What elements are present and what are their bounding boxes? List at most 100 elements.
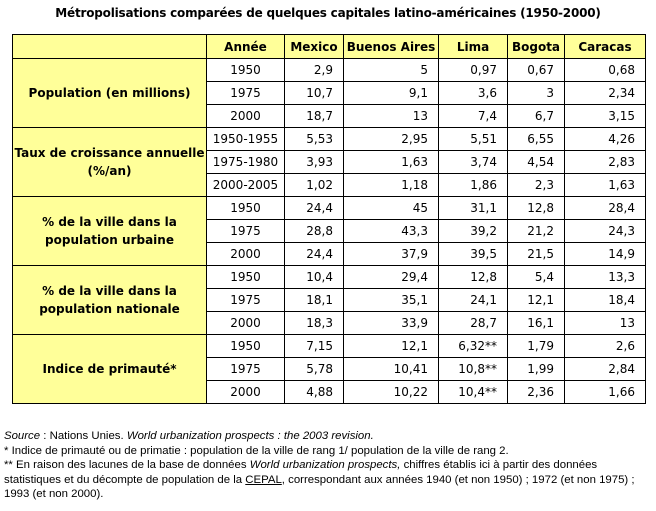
year-cell: 1975	[206, 81, 285, 105]
value-cell: 24,4	[284, 242, 344, 266]
header-cell: Mexico	[284, 34, 344, 59]
year-cell: 1975	[206, 357, 285, 381]
year-cell: 1950	[206, 58, 285, 82]
value-cell: 18,1	[284, 288, 344, 312]
value-cell: 12,8	[438, 265, 508, 289]
source-note: Source : Nations Unies. World urbanizati…	[4, 429, 654, 444]
table-row: 2000 4,88 10,22 10,4** 2,36 1,66	[13, 380, 646, 404]
value-cell: 4,88	[284, 380, 344, 404]
table-row: % de la ville dans la population urbaine…	[12, 196, 646, 266]
note2-c: , correspondant aux années 1940 (et non …	[4, 473, 635, 501]
value-cell: 1,63	[343, 150, 439, 174]
table-row: % de la ville dans la population nationa…	[12, 265, 646, 335]
header-cell: Lima	[438, 34, 508, 59]
value-cell: 18,7	[284, 104, 344, 128]
year-cell: 2000	[206, 380, 285, 404]
value-cell: 43,3	[343, 219, 439, 243]
year-cell: 1975	[206, 288, 285, 312]
source-title: World urbanization prospects : the 2003 …	[126, 430, 374, 442]
value-cell: 12,1	[343, 334, 439, 358]
value-cell: 6,55	[507, 127, 565, 151]
value-cell: 6,7	[507, 104, 565, 128]
value-cell: 1,79	[507, 334, 565, 358]
data-table: Année Mexico Buenos Aires Lima Bogota Ca…	[12, 34, 646, 404]
value-cell: 12,8	[507, 196, 565, 220]
table-body: Population (en millions) 1950 2,9 5 0,97 0,67…	[12, 58, 646, 404]
year-cell: 2000-2005	[206, 173, 285, 197]
value-cell: 10,41	[343, 357, 439, 381]
value-cell: 24,4	[284, 196, 344, 220]
header-cell: Caracas	[564, 34, 646, 59]
value-cell: 45	[343, 196, 439, 220]
note2-title: World urbanization prospects,	[249, 459, 401, 471]
value-cell: 14,9	[564, 242, 646, 266]
value-cell: 9,1	[343, 81, 439, 105]
value-cell: 39,5	[438, 242, 508, 266]
table-row: Population (en millions) 1950 2,9 5 0,97 0,67…	[12, 58, 646, 128]
value-cell: 2,34	[564, 81, 646, 105]
value-cell: 5	[343, 58, 439, 82]
value-cell: 35,1	[343, 288, 439, 312]
value-cell: 5,4	[507, 265, 565, 289]
value-cell: 10,4**	[438, 380, 508, 404]
year-cell: 1950	[206, 265, 285, 289]
value-cell: 28,4	[564, 196, 646, 220]
value-cell: 29,4	[343, 265, 439, 289]
value-cell: 0,97	[438, 58, 508, 82]
table-row: 1975 18,1 35,1 24,1 12,1 18,4	[13, 288, 646, 312]
value-cell: 7,4	[438, 104, 508, 128]
footnotes: Source : Nations Unies. World urbanizati…	[4, 429, 654, 502]
header-row: Année Mexico Buenos Aires Lima Bogota Ca…	[12, 34, 646, 59]
value-cell: 28,7	[438, 311, 508, 335]
value-cell: 1,66	[564, 380, 646, 404]
value-cell: 3	[507, 81, 565, 105]
value-cell: 4,26	[564, 127, 646, 151]
cepal-link[interactable]: CEPAL	[245, 473, 282, 486]
data-gap-note: ** En raison des lacunes de la base de d…	[4, 458, 654, 502]
value-cell: 7,15	[284, 334, 344, 358]
value-cell: 33,9	[343, 311, 439, 335]
value-cell: 2,6	[564, 334, 646, 358]
primacy-note: * Indice de primauté ou de primatie : po…	[4, 444, 509, 457]
value-cell: 37,9	[343, 242, 439, 266]
header-cell: Bogota	[507, 34, 565, 59]
value-cell: 21,5	[507, 242, 565, 266]
table-row: 2000 18,3 33,9 28,7 16,1 13	[13, 311, 646, 335]
value-cell: 1,63	[564, 173, 646, 197]
value-cell: 18,3	[284, 311, 344, 335]
value-cell: 0,68	[564, 58, 646, 82]
source-label: Source	[4, 430, 41, 442]
table-row: Indice de primauté* 1950 7,15 12,1 6,32** 1,7…	[12, 334, 646, 404]
value-cell: 16,1	[507, 311, 565, 335]
value-cell: 3,6	[438, 81, 508, 105]
value-cell: 12,1	[507, 288, 565, 312]
value-cell: 13	[343, 104, 439, 128]
header-cell	[12, 34, 207, 59]
value-cell: 10,7	[284, 81, 344, 105]
category-label: Indice de primauté*	[12, 334, 207, 404]
table-row: 2000 18,7 13 7,4 6,7 3,15	[13, 104, 646, 128]
value-cell: 10,22	[343, 380, 439, 404]
value-cell: 1,18	[343, 173, 439, 197]
header-cell: Année	[206, 34, 285, 59]
category-label: Population (en millions)	[12, 58, 207, 128]
value-cell: 1,02	[284, 173, 344, 197]
year-cell: 1950	[206, 196, 285, 220]
table-row: Taux de croissance annuelle (%/an) 1950-1…	[12, 127, 646, 197]
value-cell: 3,74	[438, 150, 508, 174]
category-label: % de la ville dans la population nationa…	[12, 265, 207, 335]
value-cell: 3,93	[284, 150, 344, 174]
value-cell: 6,32**	[438, 334, 508, 358]
value-cell: 5,51	[438, 127, 508, 151]
value-cell: 2,95	[343, 127, 439, 151]
table-row: 1975 10,7 9,1 3,6 3 2,34	[13, 81, 646, 105]
note2-a: ** En raison des lacunes de la base de d…	[4, 459, 250, 471]
year-cell: 2000	[206, 104, 285, 128]
source-sep: : Nations Unies.	[40, 430, 127, 442]
year-cell: 2000	[206, 311, 285, 335]
value-cell: 31,1	[438, 196, 508, 220]
value-cell: 5,53	[284, 127, 344, 151]
value-cell: 24,3	[564, 219, 646, 243]
value-cell: 1,99	[507, 357, 565, 381]
value-cell: 21,2	[507, 219, 565, 243]
